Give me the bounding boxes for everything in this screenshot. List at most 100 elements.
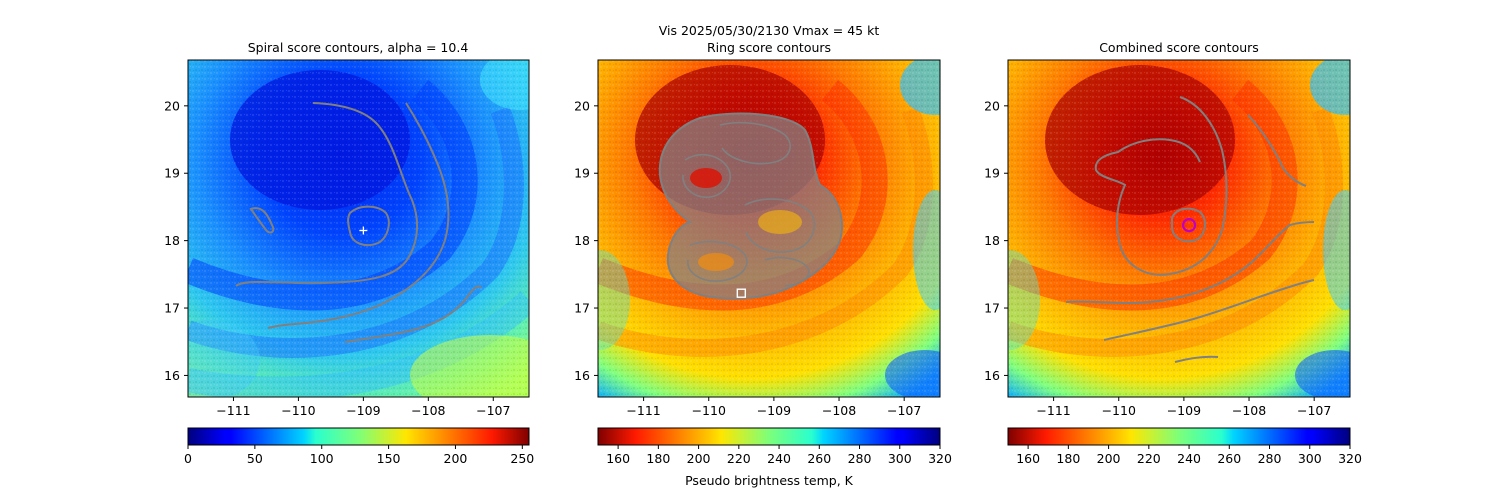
colorbar-tick-label-ring: 160: [606, 451, 630, 466]
ring-contour-inner-2: [744, 198, 816, 253]
colorbar-tick-label-combined: 320: [1338, 451, 1362, 466]
colorbar-tick-label-combined: 240: [1177, 451, 1201, 466]
colorbar-tick-label-combined: 200: [1097, 451, 1121, 466]
colorbar-bar-combined: [1007, 427, 1351, 446]
xaxis-spiral: −111 −110 −109 −108 −107: [216, 397, 510, 418]
ytick-label-combined: 20: [984, 98, 1000, 113]
colorbar-tick-label-ring: 260: [807, 451, 831, 466]
colorbar-tick-label-combined: 280: [1258, 451, 1282, 466]
xtick-label-ring: −109: [757, 403, 791, 418]
ytick-label-combined: 18: [984, 233, 1000, 248]
colorbar-tick-label-spiral: 250: [510, 451, 534, 466]
xtick-label-spiral: −108: [411, 403, 445, 418]
ytick-label-combined: 16: [984, 368, 1000, 383]
colorbar-tick-label-combined: 300: [1298, 451, 1322, 466]
ring-hole-2: [758, 210, 802, 234]
ring-contour-inner-5: [764, 256, 810, 287]
colorbar-bar-ring: [597, 427, 941, 446]
colorbar-tick-label-spiral: 100: [310, 451, 334, 466]
ytick-label-combined: 17: [984, 301, 1000, 316]
combined-contours: [1065, 96, 1315, 363]
ring-contour-inner-3: [687, 240, 748, 282]
contour-combined-2: [1247, 114, 1307, 187]
xtick-label-spiral: −109: [346, 403, 380, 418]
axes-frame-combined: [1007, 59, 1351, 398]
colorbar-tick-label-combined: 220: [1137, 451, 1161, 466]
xtick-label-spiral: −110: [281, 403, 315, 418]
xtick-label-combined: −109: [1167, 403, 1201, 418]
ring-contour-inner-1: [682, 153, 732, 198]
spiral-contours: [235, 102, 482, 343]
ytick-label-ring: 18: [574, 233, 590, 248]
colorbar-combined: 160 180 200 220 240 260 280 300 320: [1007, 427, 1362, 466]
ring-hole-1: [690, 168, 722, 188]
xtick-label-ring: −110: [692, 403, 726, 418]
ring-hole-3: [698, 253, 734, 271]
ytick-label-ring: 16: [574, 368, 590, 383]
xtick-label-combined: −111: [1036, 403, 1070, 418]
texture-combined: [1008, 60, 1350, 397]
colorbar-tick-label-combined: 180: [1056, 451, 1080, 466]
contour-spiral-5: [347, 205, 390, 247]
xtick-label-combined: −107: [1297, 403, 1331, 418]
colorbar-label: Pseudo brightness temp, K: [685, 473, 854, 488]
contour-spiral-1: [235, 102, 418, 287]
panel-title-combined: Combined score contours: [1099, 40, 1259, 55]
ytick-label-spiral: 19: [164, 166, 180, 181]
panel-combined: Combined score contours −111 −110 −109 −108…: [984, 40, 1362, 466]
colorbar-spiral: 0 50 100 150 200 250: [184, 427, 534, 466]
colorbar-tick-label-spiral: 50: [247, 451, 263, 466]
center-marker-combined: [1181, 218, 1197, 233]
axes-frame-spiral: [187, 59, 530, 398]
contour-spiral-4: [249, 207, 275, 234]
xtick-label-ring: −107: [887, 403, 921, 418]
contour-spiral-3: [344, 285, 482, 343]
colorbar-tick-label-ring: 180: [646, 451, 670, 466]
xaxis-combined: −111 −110 −109 −108 −107: [1036, 397, 1331, 418]
colorbar-tick-label-ring: 200: [687, 451, 711, 466]
xtick-label-spiral: −107: [476, 403, 510, 418]
yaxis-combined: 16 17 18 19 20: [984, 98, 1008, 383]
contour-combined-1: [1094, 96, 1228, 276]
colorbar-tick-label-ring: 300: [888, 451, 912, 466]
colorbar-tick-label-combined: 260: [1217, 451, 1241, 466]
yaxis-ring: 16 17 18 19 20: [574, 98, 598, 383]
ytick-label-spiral: 16: [164, 368, 180, 383]
xaxis-ring: −111 −110 −109 −108 −107: [626, 397, 921, 418]
marker-layer-ring: [736, 288, 747, 298]
panel-spiral: Spiral score contours, alpha = 10.4 −111: [164, 40, 534, 466]
colorbar-bar-spiral: [187, 427, 530, 446]
marker-layer-spiral: [359, 226, 368, 235]
xtick-label-spiral: −111: [216, 403, 250, 418]
colorbar-tick-label-ring: 280: [848, 451, 872, 466]
panel-title-spiral: Spiral score contours, alpha = 10.4: [248, 40, 469, 55]
ytick-label-ring: 19: [574, 166, 590, 181]
marker-layer-combined: [1181, 218, 1197, 233]
ytick-label-ring: 20: [574, 98, 590, 113]
colorbar-tick-label-ring: 320: [928, 451, 952, 466]
ytick-label-spiral: 20: [164, 98, 180, 113]
contour-spiral-2: [267, 102, 450, 329]
contour-combined-4: [1103, 279, 1315, 341]
ytick-label-spiral: 18: [164, 233, 180, 248]
colorbar-ring: Pseudo brightness temp, K 160 180 200 220 24…: [597, 427, 952, 488]
contour-combined-3: [1065, 221, 1315, 304]
xtick-label-ring: −111: [626, 403, 660, 418]
ytick-label-combined: 19: [984, 166, 1000, 181]
xtick-label-combined: −110: [1102, 403, 1136, 418]
axes-frame-ring: [597, 59, 941, 398]
ring-contour-inner-4: [719, 121, 791, 165]
xtick-label-combined: −108: [1232, 403, 1266, 418]
ring-contour-envelope: [658, 112, 843, 300]
figure-suptitle: Vis 2025/05/30/2130 Vmax = 45 kt: [659, 23, 880, 38]
ytick-label-spiral: 17: [164, 301, 180, 316]
panel-ring: Ring score contours: [574, 40, 952, 488]
panel-title-ring: Ring score contours: [707, 40, 831, 55]
ytick-label-ring: 17: [574, 301, 590, 316]
colorbar-tick-label-combined: 160: [1016, 451, 1040, 466]
contour-combined-6: [1171, 207, 1206, 243]
colorbar-tick-label-spiral: 150: [377, 451, 401, 466]
center-marker-ring: [736, 288, 747, 298]
colorbar-tick-label-spiral: 0: [184, 451, 192, 466]
